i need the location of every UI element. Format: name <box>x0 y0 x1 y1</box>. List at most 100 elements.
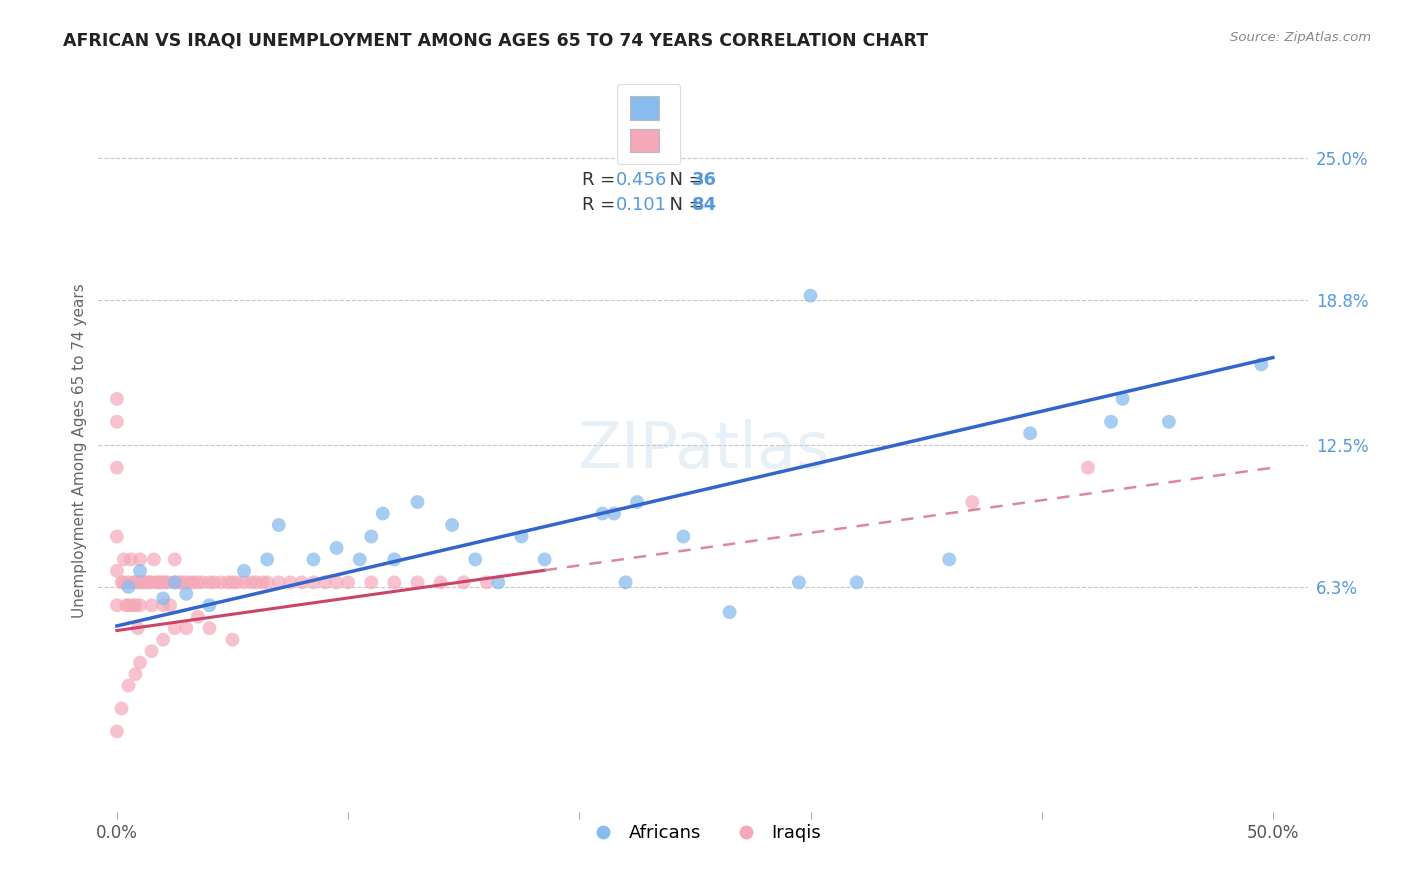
Iraqis <box>112 552 135 566</box>
Iraqis <box>169 575 191 590</box>
Iraqis <box>105 415 128 429</box>
Africans <box>360 529 382 543</box>
Iraqis <box>245 575 267 590</box>
Africans <box>174 587 197 601</box>
Africans <box>163 575 186 590</box>
Iraqis <box>198 575 221 590</box>
Africans <box>1019 426 1042 441</box>
Iraqis <box>180 575 202 590</box>
Iraqis <box>221 632 243 647</box>
Iraqis <box>314 575 336 590</box>
Iraqis <box>105 599 128 613</box>
Africans <box>603 507 626 521</box>
Iraqis <box>105 529 128 543</box>
Iraqis <box>406 575 429 590</box>
Iraqis <box>105 564 128 578</box>
Africans <box>486 575 509 590</box>
Africans <box>325 541 347 555</box>
Iraqis <box>117 599 139 613</box>
Iraqis <box>278 575 301 590</box>
Africans <box>464 552 486 566</box>
Iraqis <box>174 621 197 635</box>
Iraqis <box>117 575 139 590</box>
Iraqis <box>131 575 153 590</box>
Iraqis <box>217 575 239 590</box>
Iraqis <box>155 575 177 590</box>
Legend: Africans, Iraqis: Africans, Iraqis <box>578 817 828 850</box>
Iraqis <box>149 575 172 590</box>
Africans <box>152 591 174 606</box>
Iraqis <box>127 575 149 590</box>
Text: R =: R = <box>582 170 621 188</box>
Iraqis <box>142 552 165 566</box>
Iraqis <box>156 575 179 590</box>
Text: N =: N = <box>658 196 710 214</box>
Iraqis <box>136 575 159 590</box>
Africans <box>382 552 405 566</box>
Africans <box>441 518 464 533</box>
Text: R =: R = <box>582 196 627 214</box>
Iraqis <box>1077 460 1099 475</box>
Africans <box>1157 415 1180 429</box>
Iraqis <box>152 575 174 590</box>
Iraqis <box>209 575 232 590</box>
Iraqis <box>181 575 204 590</box>
Iraqis <box>141 644 163 658</box>
Iraqis <box>360 575 382 590</box>
Africans <box>256 552 278 566</box>
Iraqis <box>267 575 290 590</box>
Africans <box>787 575 810 590</box>
Iraqis <box>163 621 186 635</box>
Iraqis <box>152 599 174 613</box>
Iraqis <box>129 575 152 590</box>
Iraqis <box>233 575 256 590</box>
Iraqis <box>252 575 274 590</box>
Iraqis <box>141 575 163 590</box>
Iraqis <box>152 632 174 647</box>
Africans <box>1099 415 1122 429</box>
Y-axis label: Unemployment Among Ages 65 to 74 years: Unemployment Among Ages 65 to 74 years <box>72 283 87 618</box>
Text: 84: 84 <box>692 196 717 214</box>
Iraqis <box>105 460 128 475</box>
Africans <box>302 552 325 566</box>
Iraqis <box>112 575 135 590</box>
Iraqis <box>105 724 128 739</box>
Africans <box>672 529 695 543</box>
Iraqis <box>122 599 145 613</box>
Iraqis <box>115 599 138 613</box>
Iraqis <box>198 621 221 635</box>
Iraqis <box>202 575 225 590</box>
Iraqis <box>124 667 146 681</box>
Iraqis <box>382 575 405 590</box>
Text: 36: 36 <box>692 170 717 188</box>
Iraqis <box>962 495 984 509</box>
Text: AFRICAN VS IRAQI UNEMPLOYMENT AMONG AGES 65 TO 74 YEARS CORRELATION CHART: AFRICAN VS IRAQI UNEMPLOYMENT AMONG AGES… <box>63 31 928 49</box>
Africans <box>938 552 960 566</box>
Iraqis <box>163 552 186 566</box>
Iraqis <box>124 575 146 590</box>
Iraqis <box>337 575 360 590</box>
Africans <box>591 507 613 521</box>
Africans <box>349 552 371 566</box>
Iraqis <box>302 575 325 590</box>
Text: 0.456: 0.456 <box>616 170 668 188</box>
Africans <box>614 575 637 590</box>
Iraqis <box>429 575 451 590</box>
Iraqis <box>191 575 214 590</box>
Iraqis <box>122 575 145 590</box>
Iraqis <box>159 599 181 613</box>
Text: 0.101: 0.101 <box>616 196 666 214</box>
Iraqis <box>240 575 263 590</box>
Africans <box>198 599 221 613</box>
Iraqis <box>453 575 475 590</box>
Text: N =: N = <box>658 170 710 188</box>
Africans <box>406 495 429 509</box>
Iraqis <box>117 679 139 693</box>
Iraqis <box>170 575 193 590</box>
Text: Source: ZipAtlas.com: Source: ZipAtlas.com <box>1230 31 1371 45</box>
Iraqis <box>141 599 163 613</box>
Iraqis <box>129 552 152 566</box>
Text: ZIPatlas: ZIPatlas <box>576 419 830 482</box>
Iraqis <box>163 575 186 590</box>
Iraqis <box>134 575 156 590</box>
